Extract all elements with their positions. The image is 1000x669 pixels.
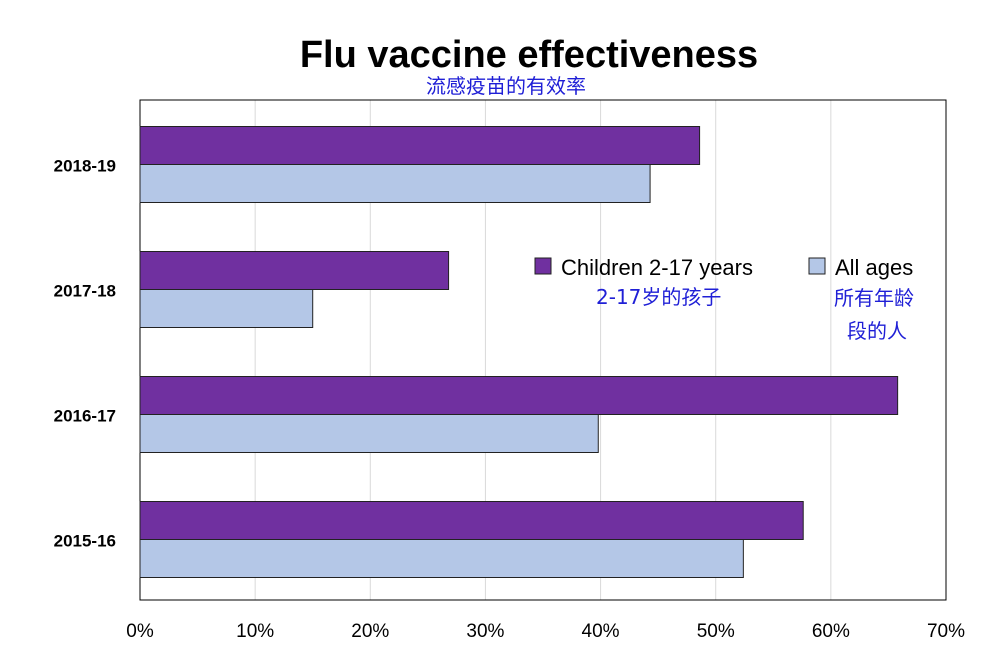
legend-label-all-ages-zh-line2: 段的人 [847,319,907,343]
bar-children [139,126,701,165]
bar-all-ages [139,539,744,578]
x-tick-label: 50% [697,621,735,642]
x-axis-ticks: 0% 10% 20% 30% 40% 50% 60% 70% [126,621,965,642]
bar-children [139,376,899,415]
chart-subtitle: 流感疫苗的有效率 [426,74,586,98]
plot-frame [139,99,947,601]
legend-label-children: Children 2-17 years [561,255,753,280]
x-tick-label: 70% [927,621,965,642]
x-tick-label: 20% [351,621,389,642]
x-tick-label: 10% [236,621,274,642]
bar-children [139,501,804,540]
category-label: 2018-19 [54,157,116,176]
x-tick-label: 40% [582,621,620,642]
category-label: 2016-17 [54,407,116,426]
x-tick-label: 0% [126,621,154,642]
bar-all-ages [139,164,651,203]
legend-swatch-children [534,257,552,275]
legend-label-all-ages-zh-line1: 所有年龄 [834,286,914,310]
x-tick-label: 30% [466,621,504,642]
category-label: 2015-16 [54,532,116,551]
bar-all-ages [139,414,599,453]
x-tick-label: 60% [812,621,850,642]
y-axis-categories: 2018-19 2017-18 2016-17 2015-16 [54,157,116,551]
category-label: 2017-18 [54,282,116,301]
legend: Children 2-17 years 2-17岁的孩子 All ages 所有… [534,255,914,343]
bars [139,126,899,578]
bar-children [139,251,450,290]
legend-swatch-all-ages [808,257,826,275]
legend-label-children-zh: 2-17岁的孩子 [596,285,721,309]
chart-title: Flu vaccine effectiveness [300,34,758,76]
bar-all-ages [139,289,314,328]
legend-label-all-ages: All ages [835,255,913,280]
